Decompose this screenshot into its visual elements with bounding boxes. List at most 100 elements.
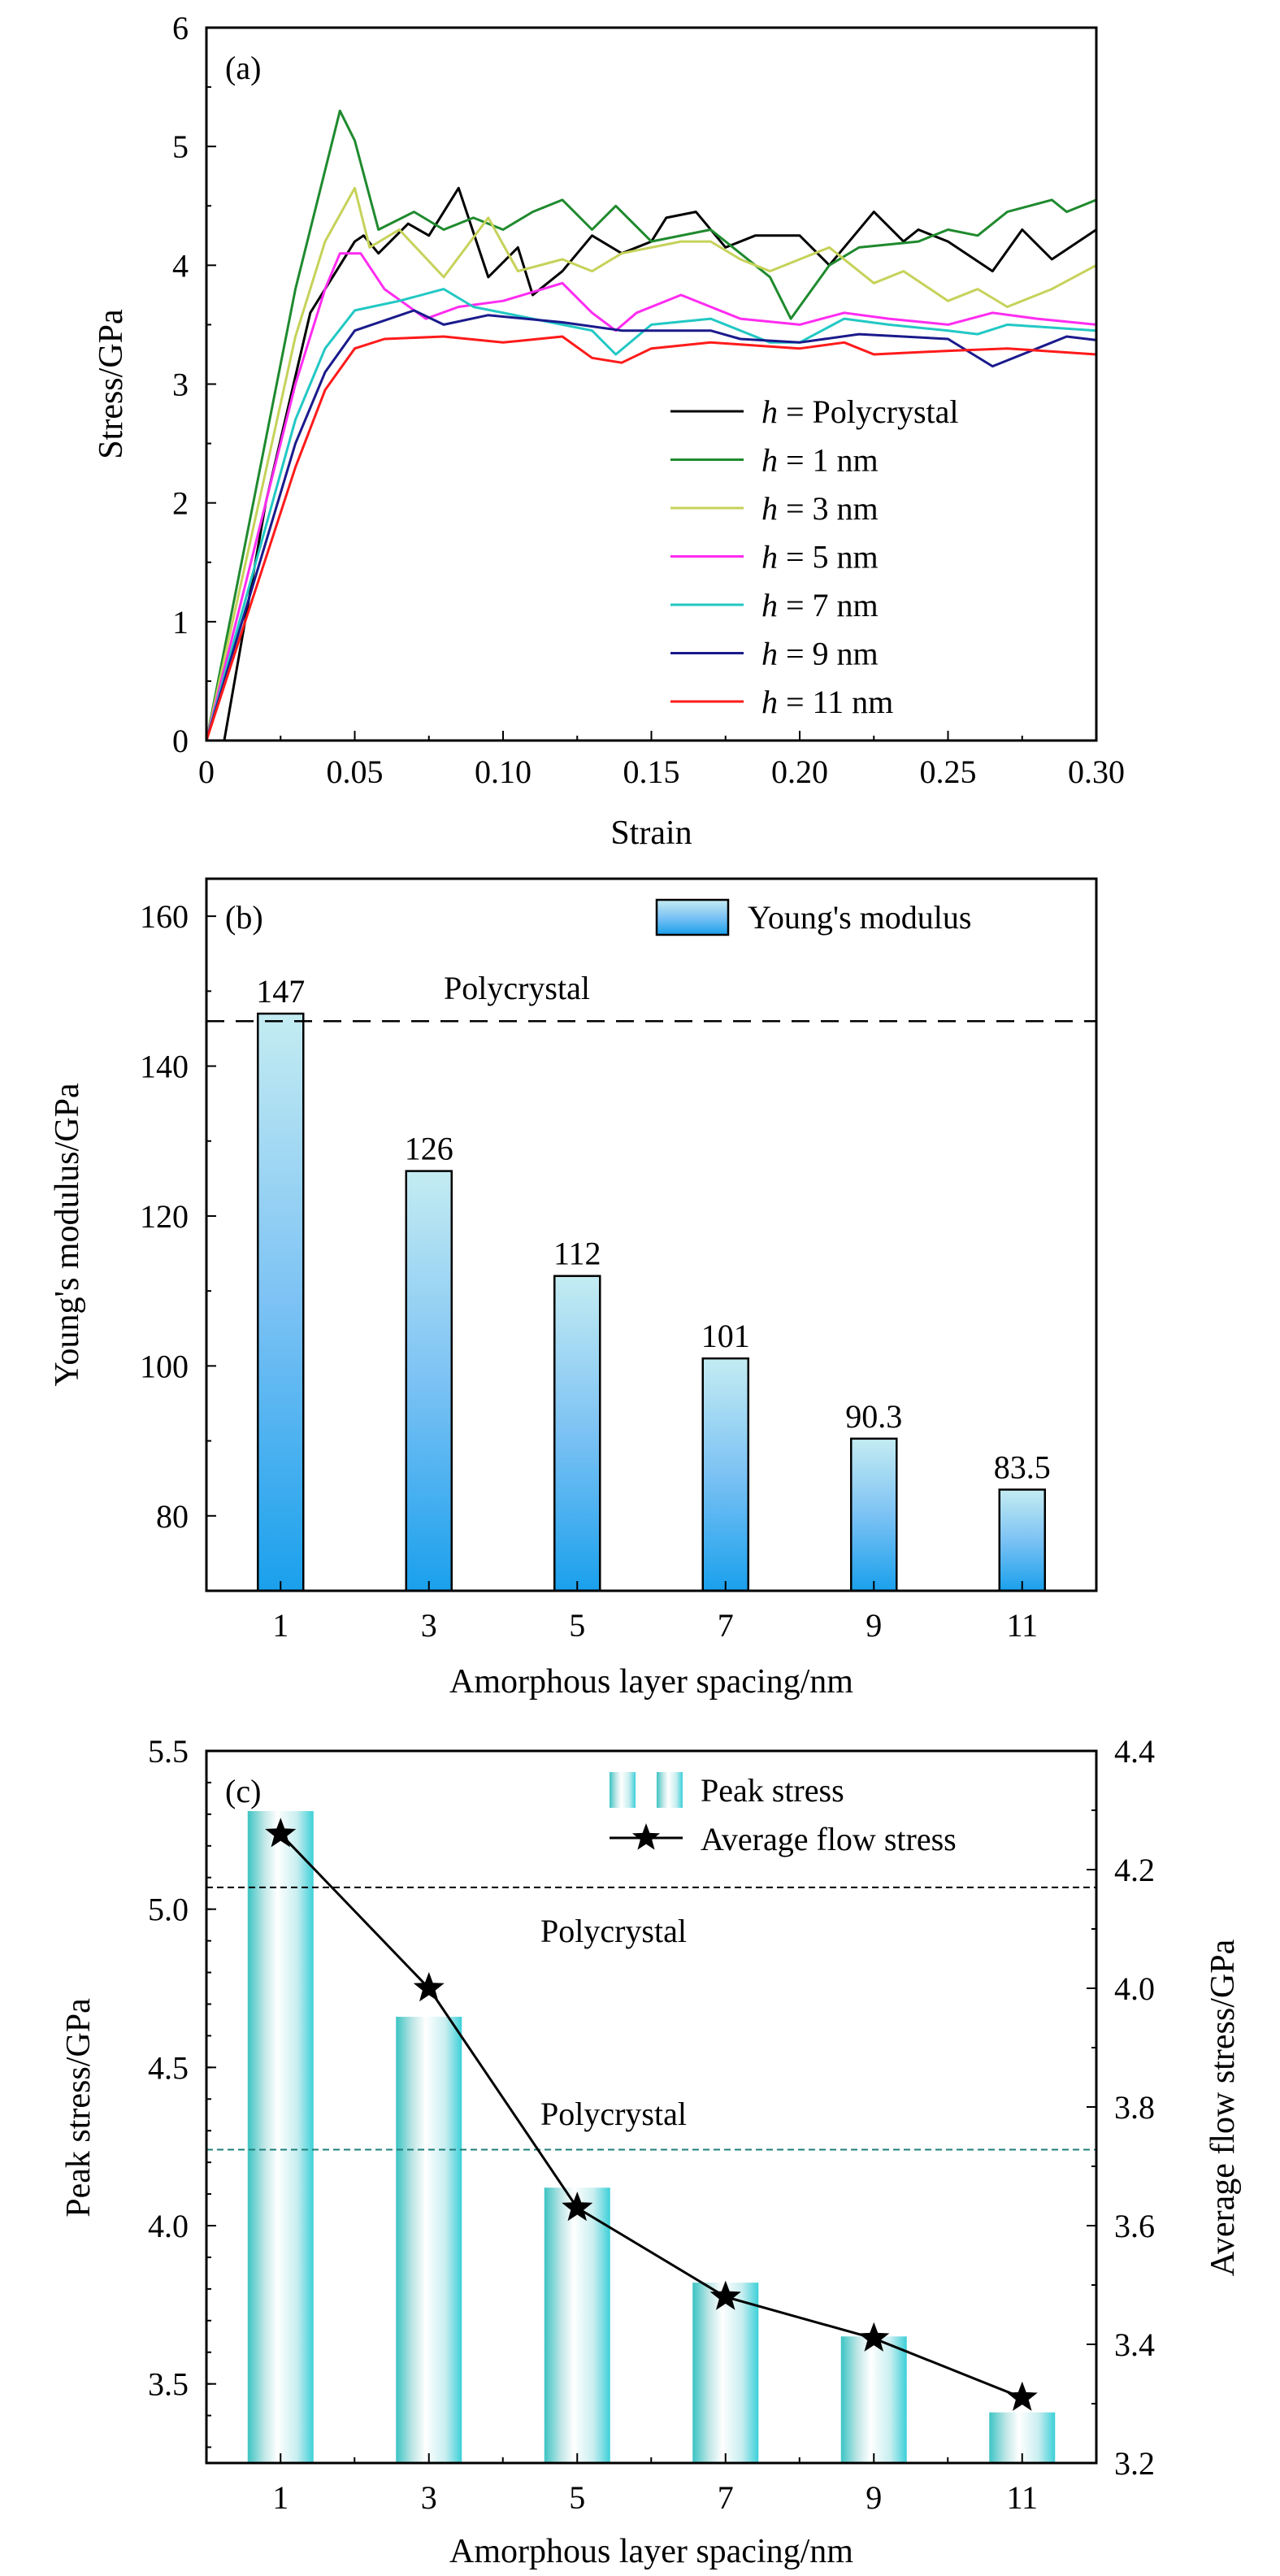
- legend-bar-swatch-a: [610, 1772, 636, 1808]
- x-tick-label: 0.10: [475, 754, 532, 790]
- legend-bar-swatch-b: [657, 1772, 683, 1808]
- x-tick-label: 9: [866, 2479, 882, 2516]
- bar-data-label: 112: [553, 1236, 601, 1272]
- panel-a-stress-strain: 0 1 2 3 4 5 6 0 0.05 0.10 0.15 0.20 0.25 0.30 Strain St…: [93, 10, 1125, 852]
- legend-label-6: h = 11 nm: [761, 684, 893, 720]
- bar-data-label: 126: [405, 1131, 453, 1167]
- right-y-axis-label: Average flow stress/GPa: [1204, 1939, 1242, 2276]
- x-tick-label: 1: [272, 2479, 289, 2516]
- polycrystal-label: Polycrystal: [444, 970, 590, 1006]
- series-line-6: [205, 335, 1097, 741]
- x-axis-label: Strain: [610, 815, 692, 852]
- x-tick-label: 5: [569, 1607, 585, 1644]
- right-y-tick-label: 3.8: [1114, 2089, 1155, 2126]
- y-tick-label: 100: [140, 1348, 189, 1384]
- y-tick-label: 5: [172, 128, 189, 165]
- peak-stress-bar-1: [396, 2017, 462, 2463]
- peak-stress-bar-2: [544, 2187, 610, 2463]
- y-tick-label: 140: [140, 1049, 189, 1085]
- panel-b-youngs-modulus: 147 1 126 3 112 5 101 7 90.3 9 83.5 11 Polycrystal 80…: [49, 877, 1098, 1701]
- series-line-1: [205, 109, 1097, 741]
- y-axis-label: Young's modulus/GPa: [49, 1083, 86, 1387]
- legend-label-2: h = 3 nm: [761, 490, 879, 527]
- x-tick-label: 0.20: [771, 754, 828, 790]
- right-y-tick-label: 4.2: [1114, 1852, 1155, 1888]
- y-tick-label: 3: [172, 367, 189, 403]
- series-line-4: [205, 288, 1097, 741]
- left-y-tick-label: 3.5: [148, 2366, 189, 2403]
- series-line-5: [205, 309, 1097, 741]
- legend-label-1: h = 1 nm: [761, 442, 879, 479]
- polycrystal-label-1: Polycrystal: [540, 2096, 687, 2132]
- panel-label: (c): [225, 1773, 261, 1809]
- x-axis-label: Amorphous layer spacing/nm: [449, 2533, 853, 2570]
- average-flow-stress-marker-5: [1006, 2381, 1038, 2411]
- right-y-tick-label: 3.4: [1114, 2326, 1155, 2363]
- y-tick-label: 6: [172, 10, 189, 46]
- bar-3: [701, 1357, 749, 1592]
- x-tick-label: 0.25: [920, 754, 977, 790]
- x-tick-label: 11: [1006, 1607, 1038, 1644]
- bar-data-label: 83.5: [994, 1449, 1051, 1486]
- left-y-tick-label: 4.0: [148, 2208, 189, 2244]
- legend-label-0: h = Polycrystal: [761, 393, 959, 430]
- y-tick-label: 160: [140, 898, 189, 935]
- bar-data-label: 147: [256, 973, 305, 1010]
- legend-label: Young's modulus: [748, 899, 971, 936]
- x-tick-label: 3: [421, 1607, 437, 1644]
- bar-1: [405, 1170, 453, 1592]
- x-tick-label: 1: [272, 1607, 289, 1644]
- left-y-tick-label: 5.5: [148, 1733, 189, 1770]
- average-flow-stress-marker-4: [858, 2322, 890, 2352]
- x-tick-label: 7: [718, 1607, 734, 1644]
- series-line-3: [205, 252, 1097, 741]
- right-y-tick-label: 3.2: [1114, 2445, 1155, 2482]
- legend-swatch: [655, 898, 730, 936]
- right-y-tick-label: 4.4: [1114, 1733, 1155, 1770]
- y-axis-label: Stress/GPa: [93, 309, 130, 459]
- panel-label: (a): [225, 50, 261, 86]
- bar-5: [998, 1488, 1046, 1592]
- average-flow-stress-marker-0: [265, 1818, 297, 1848]
- y-tick-label: 0: [172, 723, 189, 759]
- legend-label-peak-stress: Peak stress: [701, 1772, 844, 1809]
- bar-data-label: 90.3: [845, 1398, 902, 1435]
- y-tick-label: 80: [156, 1498, 189, 1535]
- x-tick-label: 7: [718, 2479, 734, 2516]
- left-y-tick-label: 4.5: [148, 2049, 189, 2086]
- legend-label-5: h = 9 nm: [761, 636, 879, 672]
- legend-star-marker: [631, 1823, 661, 1850]
- right-y-tick-label: 4.0: [1114, 1970, 1155, 2007]
- y-tick-label: 2: [172, 485, 189, 522]
- legend-label-3: h = 5 nm: [761, 539, 879, 576]
- legend-label-4: h = 7 nm: [761, 587, 879, 623]
- x-tick-label: 5: [569, 2479, 585, 2516]
- legend-label-average-flow-stress: Average flow stress: [701, 1821, 957, 1857]
- left-y-tick-label: 5.0: [148, 1892, 189, 1928]
- bar-4: [850, 1437, 898, 1592]
- panel-label: (b): [225, 899, 263, 936]
- series-line-0: [223, 186, 1097, 741]
- x-axis-label: Amorphous layer spacing/nm: [449, 1663, 853, 1701]
- right-y-tick-label: 3.6: [1114, 2208, 1155, 2244]
- x-tick-label: 0.30: [1068, 754, 1125, 790]
- bar-0: [257, 1012, 305, 1592]
- x-tick-label: 9: [866, 1607, 882, 1644]
- x-tick-label: 11: [1006, 2479, 1038, 2516]
- left-y-axis-label: Peak stress/GPa: [60, 1998, 98, 2218]
- series-line-2: [205, 186, 1097, 741]
- x-tick-label: 0.15: [623, 754, 680, 790]
- plot-frame: [205, 26, 1098, 742]
- peak-stress-bar-0: [247, 1810, 314, 2463]
- x-tick-label: 3: [421, 2479, 437, 2516]
- bar-2: [553, 1275, 601, 1592]
- panel-c-peak-and-flow-stress: Polycrystal Polycrystal 1 3 5 7 9 11 3.5 4.0 4.5 5.…: [60, 1733, 1242, 2570]
- y-tick-label: 1: [172, 604, 189, 641]
- average-flow-stress-marker-3: [709, 2280, 741, 2310]
- x-tick-label: 0: [198, 754, 215, 790]
- x-tick-label: 0.05: [327, 754, 384, 790]
- average-flow-stress-marker-2: [562, 2192, 593, 2222]
- average-flow-stress-line: [280, 1833, 1023, 2400]
- y-tick-label: 4: [172, 247, 189, 284]
